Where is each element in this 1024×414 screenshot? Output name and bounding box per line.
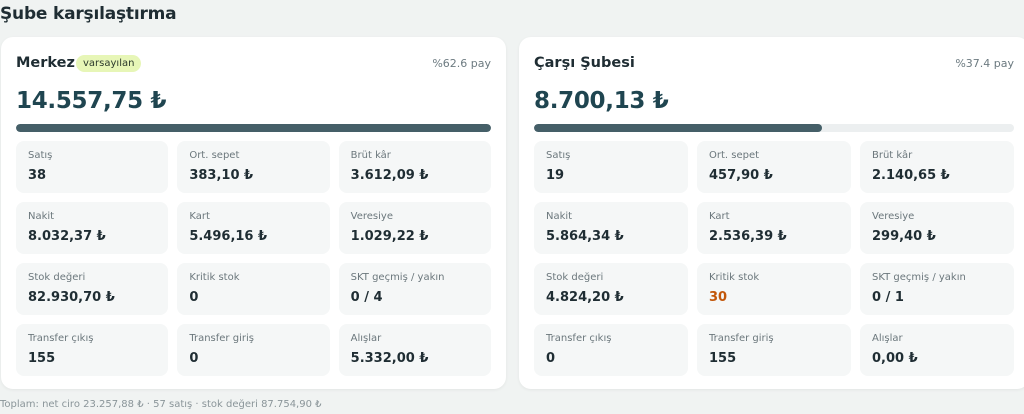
stat-tile: Brüt kâr 2.140,65 ₺ [860, 141, 1014, 193]
share-progress-fill [16, 124, 491, 132]
stat-tile: SKT geçmiş / yakın 0 / 4 [338, 263, 491, 315]
stat-value: 5.864,34 ₺ [546, 229, 624, 244]
stat-label: Transfer giriş [709, 333, 774, 344]
stat-label: SKT geçmiş / yakın [350, 272, 445, 283]
net-revenue-amount: 8.700,13 ₺ [534, 88, 669, 114]
share-progress-bar [16, 124, 491, 132]
stat-value: 1.029,22 ₺ [350, 229, 429, 244]
stat-tile: Kritik stok 0 [177, 263, 330, 315]
stat-label: Satış [28, 150, 53, 161]
stat-tile: Satış 38 [16, 141, 169, 193]
stat-tile: Ort. sepet 457,90 ₺ [697, 141, 851, 193]
stat-label: Alışlar [872, 333, 903, 344]
stat-value: 38 [28, 168, 47, 183]
stat-tile: Alışlar 0,00 ₺ [860, 324, 1014, 376]
default-badge: varsayılan [76, 55, 142, 72]
share-label: %62.6 pay [432, 57, 491, 70]
stat-value: 3.612,09 ₺ [350, 168, 429, 183]
stat-tile: Nakit 5.864,34 ₺ [534, 202, 688, 254]
stat-tile: Nakit 8.032,37 ₺ [16, 202, 169, 254]
stats-grid: Satış 19 Ort. sepet 457,90 ₺ Brüt kâr 2.140,6… [534, 141, 1014, 376]
stat-tile: Kart 2.536,39 ₺ [697, 202, 851, 254]
stat-value: 0 [546, 351, 556, 366]
stat-value: 30 [709, 290, 728, 305]
stat-label: Satış [546, 150, 571, 161]
stat-label: Veresiye [872, 211, 915, 222]
stat-label: Brüt kâr [872, 150, 913, 161]
branch-card-merkez: Merkez varsayılan %62.6 pay 14.557,75 ₺ … [1, 37, 506, 389]
stat-tile: Alışlar 5.332,00 ₺ [338, 324, 491, 376]
stat-label: Transfer giriş [189, 333, 254, 344]
stat-value: 0 [189, 290, 199, 305]
stat-tile: Veresiye 299,40 ₺ [860, 202, 1014, 254]
stat-tile: Transfer giriş 0 [177, 324, 330, 376]
stat-label: Stok değeri [546, 272, 604, 283]
stat-value: 383,10 ₺ [189, 168, 254, 183]
page-title: Şube karşılaştırma [0, 4, 177, 24]
stat-tile: Kritik stok 30 [697, 263, 851, 315]
stat-label: Kritik stok [189, 272, 240, 283]
share-progress-bar [534, 124, 1014, 132]
stat-tile: Ort. sepet 383,10 ₺ [177, 141, 330, 193]
card-header: Çarşı Şubesi %37.4 pay [534, 55, 1014, 77]
stat-tile: SKT geçmiş / yakın 0 / 1 [860, 263, 1014, 315]
stat-tile: Transfer çıkış 0 [534, 324, 688, 376]
stat-tile: Brüt kâr 3.612,09 ₺ [338, 141, 491, 193]
stat-label: Ort. sepet [709, 150, 760, 161]
stat-tile: Stok değeri 82.930,70 ₺ [16, 263, 169, 315]
stat-value: 0 [189, 351, 199, 366]
stat-tile: Stok değeri 4.824,20 ₺ [534, 263, 688, 315]
stat-value: 0 / 1 [872, 290, 904, 305]
stat-value: 2.140,65 ₺ [872, 168, 950, 183]
card-header: Merkez varsayılan %62.6 pay [16, 55, 491, 77]
stat-label: Ort. sepet [189, 150, 240, 161]
stat-label: Kart [189, 211, 210, 222]
branch-card-carsi: Çarşı Şubesi %37.4 pay 8.700,13 ₺ Satış 1… [519, 37, 1024, 389]
stat-label: SKT geçmiş / yakın [872, 272, 966, 283]
share-label: %37.4 pay [955, 57, 1014, 70]
stat-label: Transfer çıkış [546, 333, 612, 344]
stat-tile: Veresiye 1.029,22 ₺ [338, 202, 491, 254]
stat-tile: Transfer çıkış 155 [16, 324, 169, 376]
stat-value: 0 / 4 [350, 290, 383, 305]
stat-label: Kart [709, 211, 730, 222]
share-progress-fill [534, 124, 822, 132]
totals-summary: Toplam: net ciro 23.257,88 ₺ · 57 satış … [0, 399, 322, 410]
stat-value: 0,00 ₺ [872, 351, 918, 366]
stat-label: Veresiye [350, 211, 393, 222]
stat-label: Nakit [28, 211, 55, 222]
stat-label: Stok değeri [28, 272, 86, 283]
stat-label: Nakit [546, 211, 573, 222]
net-revenue-amount: 14.557,75 ₺ [16, 88, 167, 114]
stat-value: 82.930,70 ₺ [28, 290, 115, 305]
stat-value: 19 [546, 168, 565, 183]
stat-value: 5.332,00 ₺ [350, 351, 429, 366]
stat-label: Brüt kâr [350, 150, 391, 161]
stat-value: 155 [28, 351, 56, 366]
branch-name: Merkez [16, 55, 75, 71]
stat-value: 8.032,37 ₺ [28, 229, 106, 244]
stat-value: 5.496,16 ₺ [189, 229, 268, 244]
stat-label: Kritik stok [709, 272, 760, 283]
stat-value: 299,40 ₺ [872, 229, 936, 244]
stat-value: 2.536,39 ₺ [709, 229, 787, 244]
branch-name: Çarşı Şubesi [534, 55, 635, 71]
stats-grid: Satış 38 Ort. sepet 383,10 ₺ Brüt kâr 3.612,0… [16, 141, 491, 376]
stat-label: Transfer çıkış [28, 333, 94, 344]
stat-value: 457,90 ₺ [709, 168, 773, 183]
stat-tile: Transfer giriş 155 [697, 324, 851, 376]
stat-value: 155 [709, 351, 737, 366]
stat-label: Alışlar [350, 333, 382, 344]
stat-value: 4.824,20 ₺ [546, 290, 624, 305]
stat-tile: Satış 19 [534, 141, 688, 193]
stat-tile: Kart 5.496,16 ₺ [177, 202, 330, 254]
